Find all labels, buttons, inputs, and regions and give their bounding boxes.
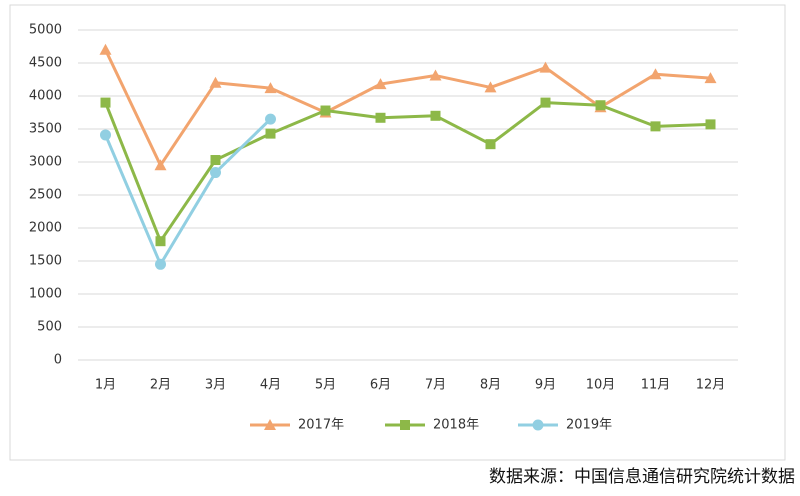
y-tick-label: 3000 xyxy=(29,155,62,170)
marker xyxy=(99,43,112,55)
marker xyxy=(264,419,276,430)
y-tick-label: 0 xyxy=(54,353,62,368)
chart-border xyxy=(9,4,786,461)
marker xyxy=(155,258,166,270)
x-tick-label: 2月 xyxy=(150,378,171,393)
marker xyxy=(429,69,442,81)
marker xyxy=(532,419,544,431)
marker xyxy=(649,68,662,80)
marker xyxy=(209,76,222,88)
x-tick-label: 10月 xyxy=(586,378,616,393)
y-tick-label: 4500 xyxy=(29,56,62,71)
source-note: 数据来源：中国信息通信研究院统计数据 xyxy=(489,467,795,487)
marker xyxy=(704,72,717,84)
marker xyxy=(155,236,166,247)
x-tick-label: 1月 xyxy=(95,378,116,393)
marker xyxy=(320,105,331,116)
marker xyxy=(100,97,111,108)
series-line xyxy=(104,118,272,266)
y-tick-label: 4000 xyxy=(29,89,62,104)
y-tick-label: 2500 xyxy=(29,188,62,203)
x-tick-label: 4月 xyxy=(260,378,281,393)
x-tick-label: 3月 xyxy=(205,378,226,393)
marker xyxy=(400,420,410,430)
x-tick-label: 11月 xyxy=(641,378,671,393)
x-tick-label: 7月 xyxy=(425,378,446,393)
marker xyxy=(430,110,441,121)
marker xyxy=(540,97,551,108)
x-tick-label: 9月 xyxy=(535,378,556,393)
marker xyxy=(154,159,167,171)
y-tick-label: 1500 xyxy=(29,254,62,269)
marker xyxy=(264,82,277,94)
marker xyxy=(100,129,111,141)
marker xyxy=(485,139,496,150)
marker xyxy=(210,155,221,166)
y-tick-label: 5000 xyxy=(29,23,62,38)
series-line xyxy=(104,49,711,167)
legend-label: 2018年 xyxy=(433,418,479,433)
x-tick-label: 8月 xyxy=(480,378,501,393)
marker xyxy=(484,81,497,93)
y-tick-label: 1000 xyxy=(29,287,62,302)
legend-label: 2019年 xyxy=(566,418,612,433)
x-tick-label: 5月 xyxy=(315,378,336,393)
marker xyxy=(210,167,221,179)
x-tick-label: 6月 xyxy=(370,378,391,393)
marker xyxy=(595,100,606,111)
marker xyxy=(374,78,387,90)
marker xyxy=(375,112,386,123)
series-line xyxy=(104,101,711,243)
marker xyxy=(265,113,276,125)
legend-label: 2017年 xyxy=(298,418,344,433)
y-tick-label: 500 xyxy=(37,320,62,335)
marker xyxy=(539,61,552,73)
marker xyxy=(650,121,661,132)
y-tick-label: 3500 xyxy=(29,122,62,137)
marker xyxy=(705,119,716,130)
x-tick-label: 12月 xyxy=(696,378,726,393)
marker xyxy=(265,128,276,139)
y-tick-label: 2000 xyxy=(29,221,62,236)
